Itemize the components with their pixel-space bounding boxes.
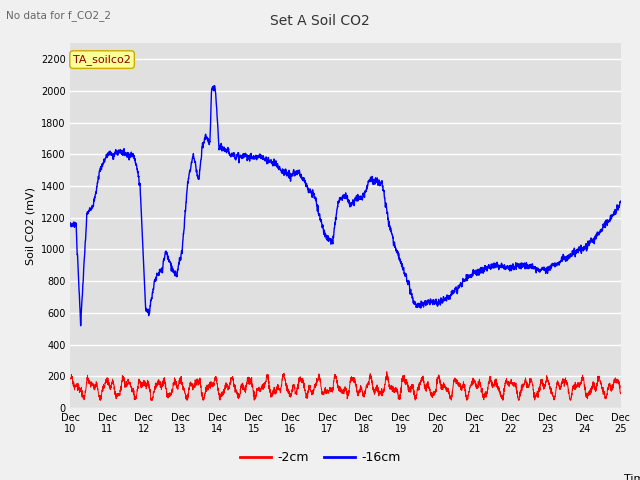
Text: TA_soilco2: TA_soilco2 [73,54,131,65]
X-axis label: Time: Time [624,474,640,480]
Text: Set A Soil CO2: Set A Soil CO2 [270,14,370,28]
Text: No data for f_CO2_2: No data for f_CO2_2 [6,10,111,21]
Legend: -2cm, -16cm: -2cm, -16cm [235,446,405,469]
Y-axis label: Soil CO2 (mV): Soil CO2 (mV) [25,187,35,264]
